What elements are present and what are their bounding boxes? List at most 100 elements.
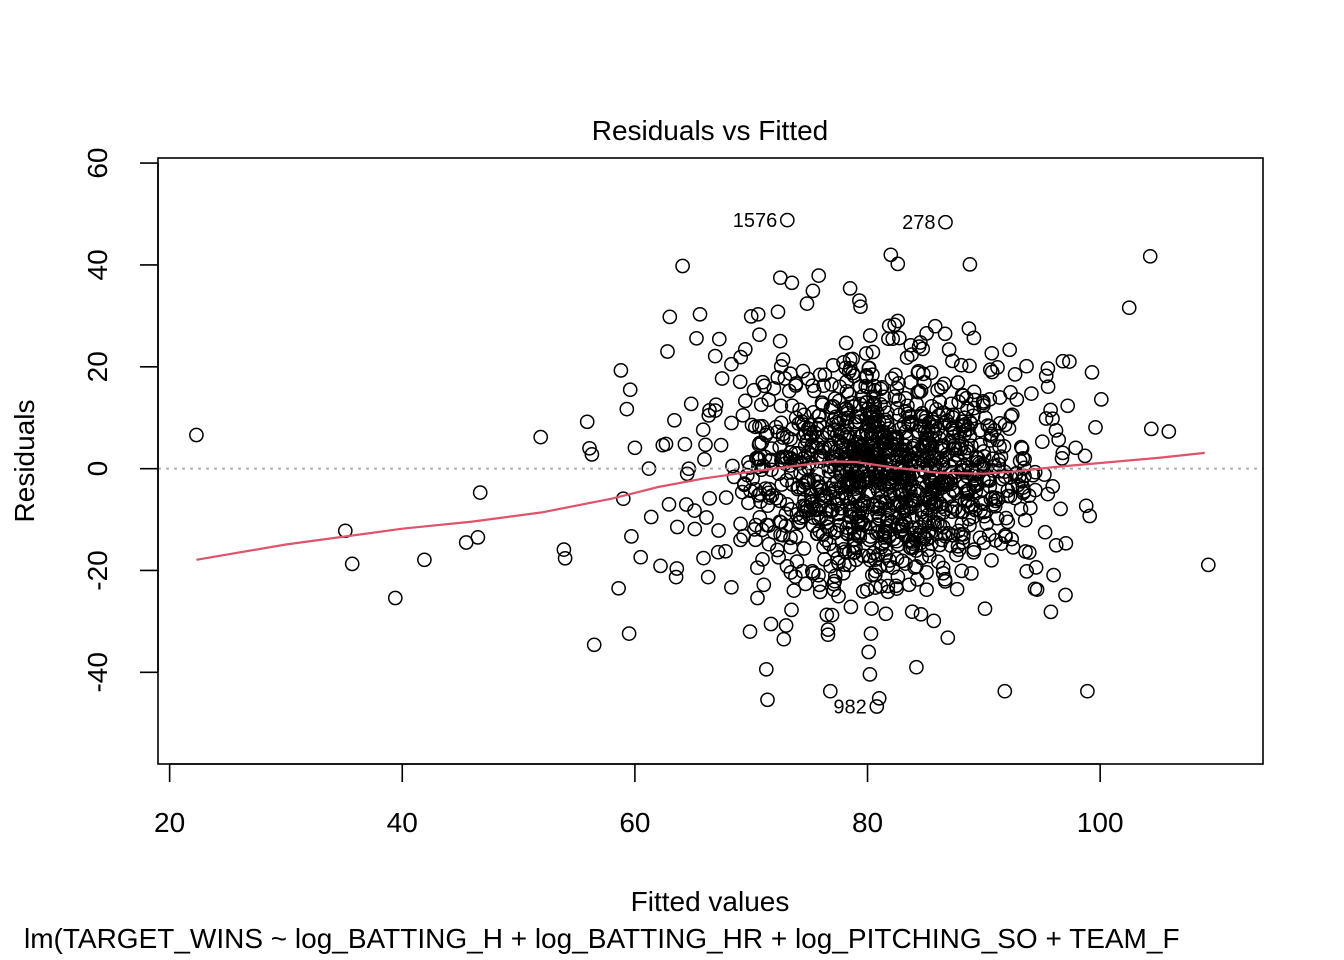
data-point <box>972 422 988 438</box>
data-point <box>1037 524 1053 540</box>
data-point <box>910 572 925 587</box>
data-point <box>1121 300 1137 316</box>
data-point <box>669 519 685 535</box>
data-point <box>992 439 1007 454</box>
data-point <box>950 375 966 390</box>
data-point <box>899 350 915 365</box>
data-point <box>820 627 836 643</box>
data-point <box>923 365 939 381</box>
y-axis: -40 -20 0 20 40 60 <box>82 148 159 693</box>
data-point <box>737 341 753 357</box>
x-tick-label: 100 <box>1077 807 1124 838</box>
data-point <box>895 521 910 537</box>
data-point <box>938 214 953 230</box>
data-point <box>815 527 831 543</box>
data-point <box>699 510 714 525</box>
data-point <box>822 683 838 699</box>
data-point <box>958 390 974 406</box>
data-point <box>962 358 977 374</box>
data-point <box>798 503 814 519</box>
data-point <box>795 363 811 379</box>
data-point <box>796 541 812 556</box>
data-point <box>779 472 795 488</box>
data-point <box>839 419 855 435</box>
data-point <box>799 296 815 311</box>
data-point <box>823 400 839 415</box>
data-point <box>981 527 997 543</box>
data-point <box>783 431 798 447</box>
x-tick-label: 60 <box>619 807 650 838</box>
data-point <box>806 472 822 488</box>
data-point <box>858 378 874 394</box>
data-point <box>846 538 861 553</box>
data-point <box>925 419 940 435</box>
data-point <box>881 518 897 534</box>
data-point <box>983 426 999 442</box>
data-point <box>814 395 830 411</box>
data-point <box>876 399 892 415</box>
data-point <box>984 364 1000 380</box>
data-point <box>757 449 773 465</box>
data-point <box>786 583 802 598</box>
data-point <box>896 416 912 432</box>
data-point <box>888 367 903 383</box>
data-point <box>883 247 899 263</box>
data-point <box>747 419 763 435</box>
data-point <box>1048 423 1064 438</box>
data-point <box>660 344 675 359</box>
data-point <box>1007 367 1023 382</box>
data-point <box>751 451 767 467</box>
data-point <box>718 490 734 505</box>
data-point <box>619 401 635 417</box>
data-point <box>1161 424 1177 439</box>
data-point <box>718 543 733 559</box>
data-point <box>696 550 711 566</box>
data-point <box>927 426 943 442</box>
data-point <box>737 393 753 409</box>
data-point <box>775 352 791 368</box>
data-point <box>1015 450 1031 466</box>
data-point <box>900 398 915 414</box>
data-point <box>840 472 856 488</box>
data-point <box>741 495 756 511</box>
data-point <box>855 437 870 453</box>
data-point <box>872 471 888 487</box>
data-point <box>760 498 776 514</box>
data-point <box>953 527 969 542</box>
data-point <box>1088 420 1103 435</box>
data-point <box>874 489 890 505</box>
data-point <box>961 321 977 336</box>
data-point <box>753 397 769 413</box>
data-point <box>1058 535 1074 551</box>
data-point <box>755 552 770 567</box>
data-point <box>954 563 970 579</box>
data-point <box>687 503 702 518</box>
data-point <box>707 348 723 364</box>
data-point <box>962 257 978 272</box>
data-point <box>792 402 807 418</box>
data-point <box>472 485 488 500</box>
data-point <box>905 440 920 456</box>
data-point <box>987 498 1003 514</box>
data-point <box>853 299 868 315</box>
data-point <box>611 580 626 596</box>
data-point <box>876 527 891 543</box>
data-point <box>815 440 830 456</box>
data-point <box>827 568 843 584</box>
data-point <box>1022 500 1038 516</box>
data-point <box>783 502 799 517</box>
data-point <box>1014 474 1029 489</box>
data-point <box>889 429 905 445</box>
data-point <box>861 361 877 376</box>
data-point <box>1024 386 1039 401</box>
data-point <box>862 328 878 343</box>
data-point <box>847 506 862 522</box>
data-point <box>880 578 896 594</box>
data-point <box>1143 421 1159 437</box>
data-point <box>778 506 794 522</box>
data-point <box>1019 564 1035 579</box>
data-point <box>865 344 881 360</box>
data-point <box>919 326 934 341</box>
data-point <box>926 613 942 629</box>
data-point <box>913 606 929 622</box>
